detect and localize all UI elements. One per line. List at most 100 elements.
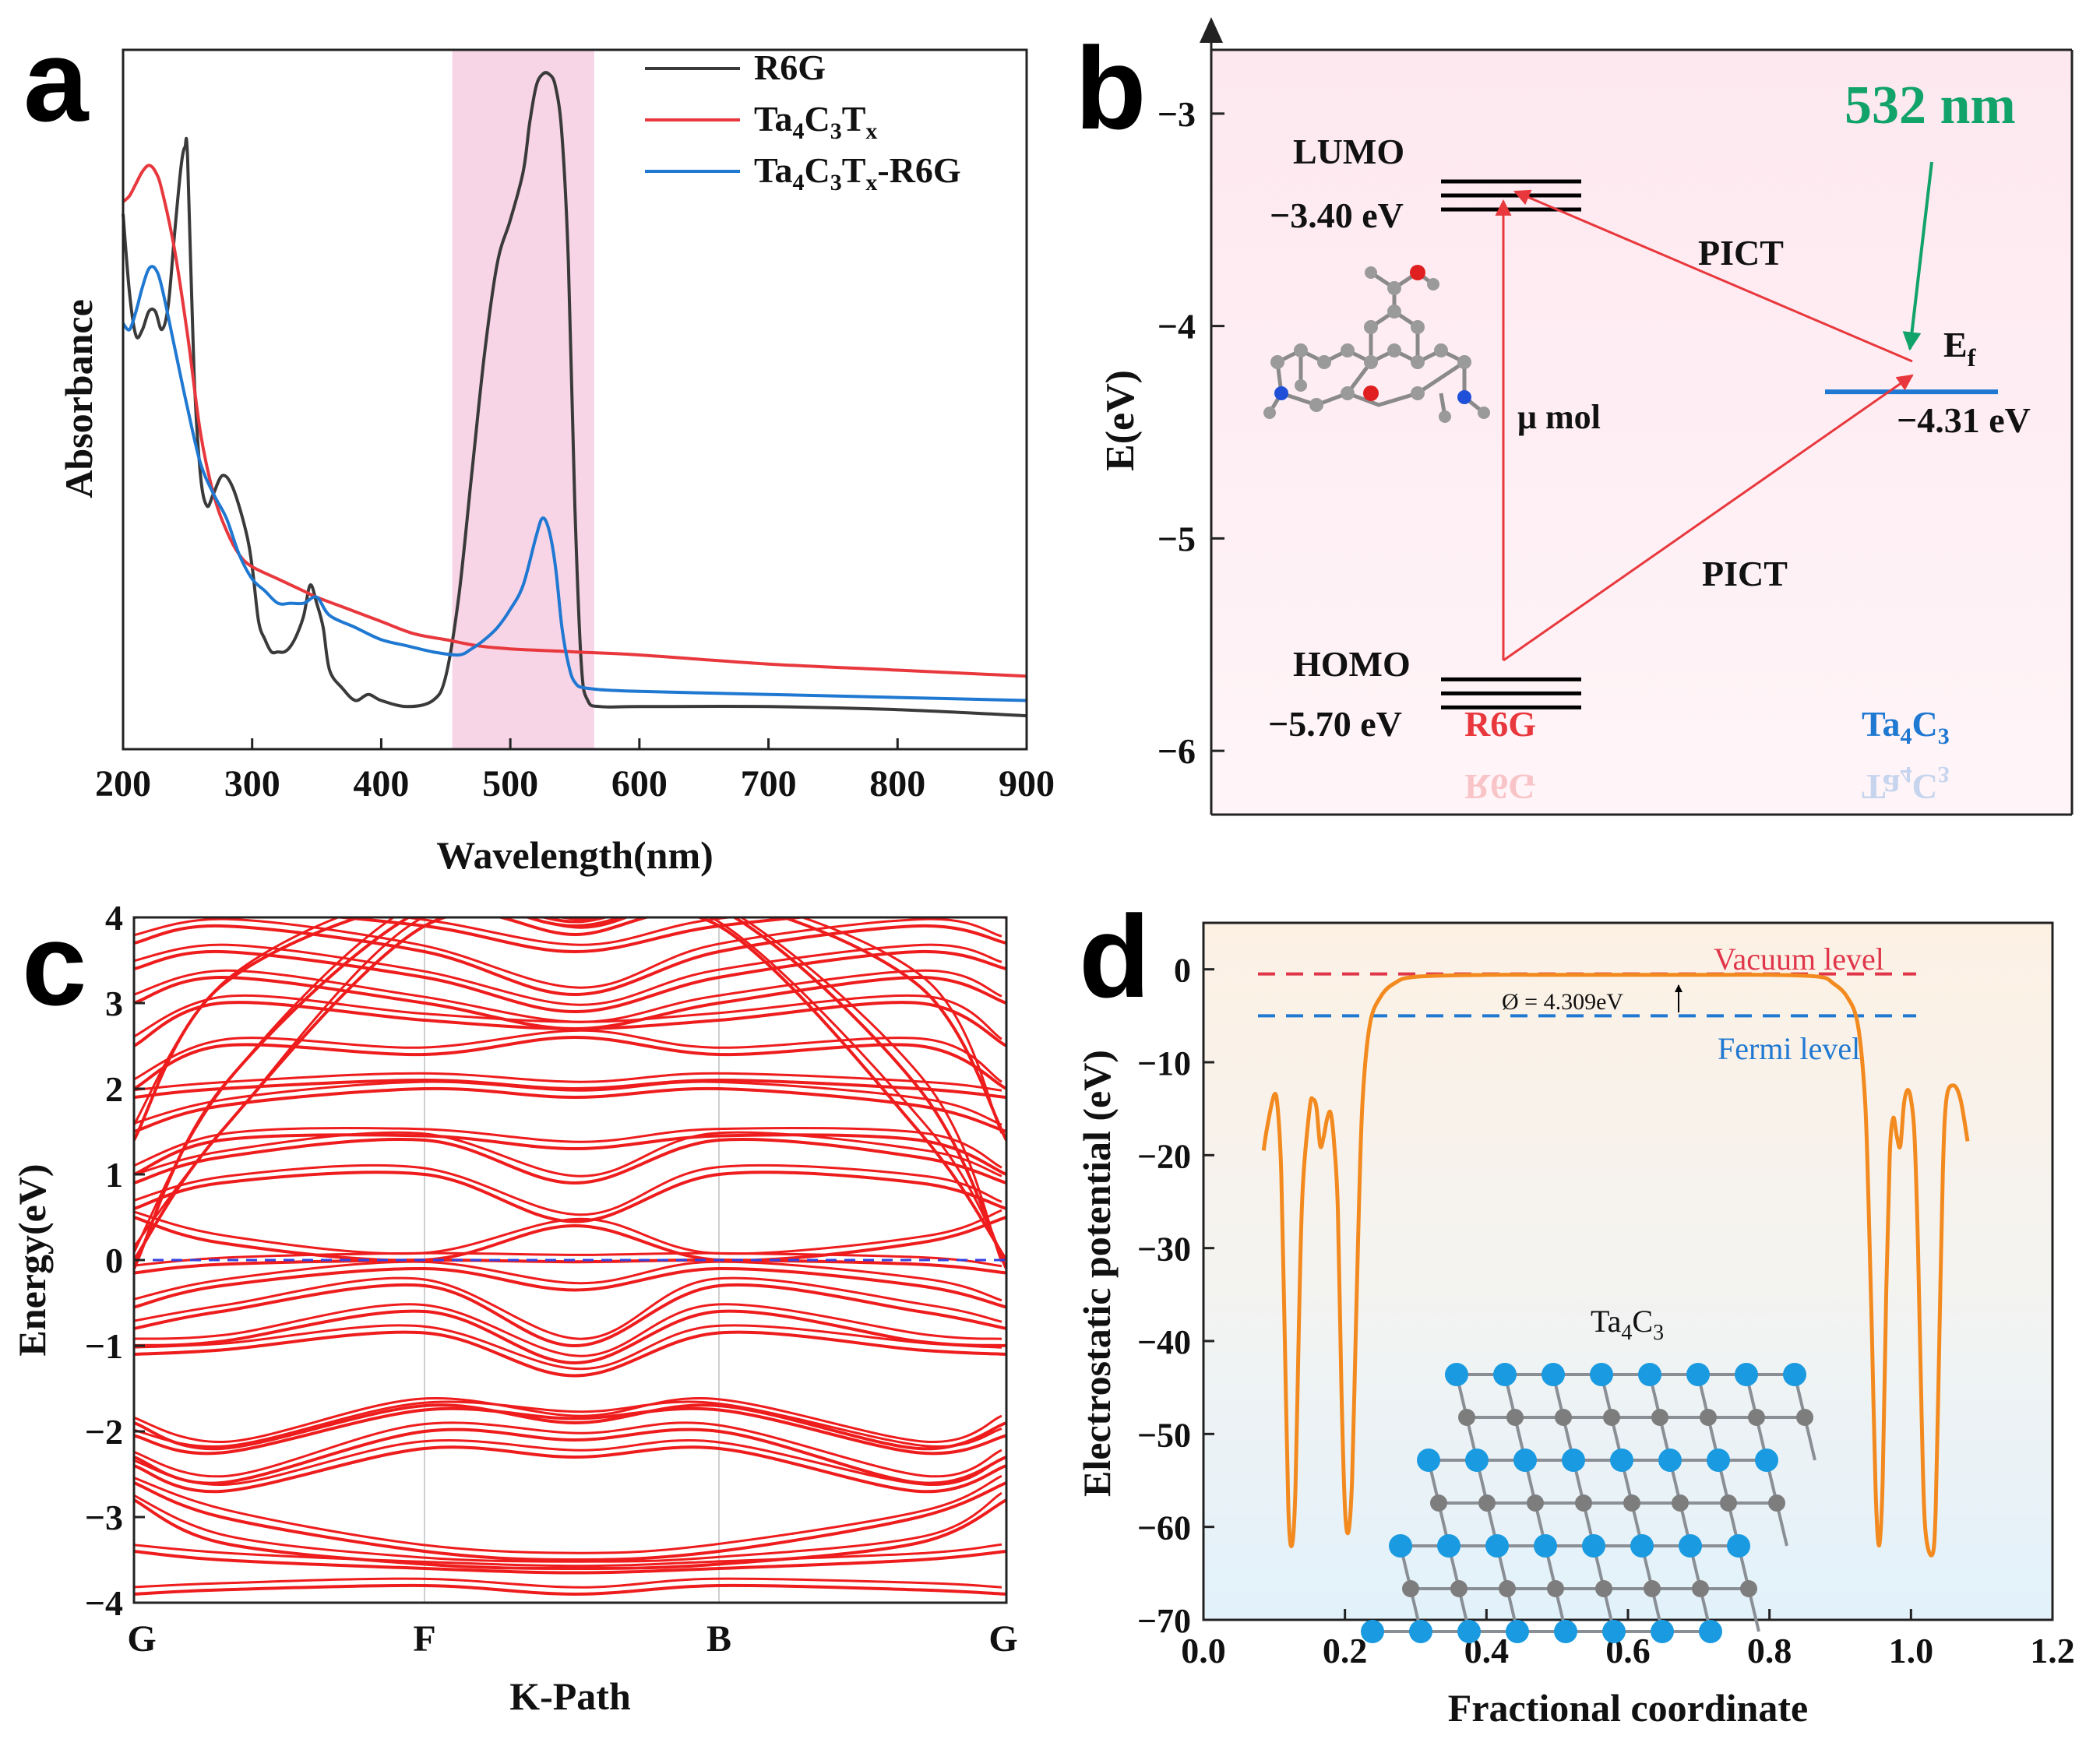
y-axis-label-a: Absorbance <box>57 299 100 498</box>
x-tick-label: 400 <box>353 763 409 804</box>
y-tick-label: 0 <box>105 1241 123 1280</box>
band-line <box>134 917 1003 1134</box>
c-atom <box>1402 1580 1419 1597</box>
c-atom <box>1644 1580 1661 1597</box>
legend-a: R6G Ta4C3Tx Ta4C3Tx-R6G <box>645 48 961 195</box>
band-clip-group <box>134 917 1006 1596</box>
x-tick-label: F <box>413 1618 435 1660</box>
x-axis-label-c: K-Path <box>509 1674 631 1718</box>
ta-atom <box>1610 1449 1633 1472</box>
x-tick-label: G <box>988 1618 1017 1660</box>
ta-atom <box>1445 1363 1468 1386</box>
band-line <box>134 917 1003 1262</box>
y-tick-label: 2 <box>105 1069 123 1109</box>
band-line <box>134 1474 1002 1554</box>
y-tick-label: −3 <box>1157 94 1196 134</box>
y-axis-label-d: Electrostatic potential (eV) <box>1075 1050 1119 1497</box>
band-line <box>134 1266 1006 1309</box>
y-tick-label: −60 <box>1137 1509 1191 1547</box>
ta-atom <box>1485 1534 1509 1558</box>
ta-atom <box>1457 1620 1481 1643</box>
y-tick-label: −10 <box>1137 1044 1191 1082</box>
y-tick-label: 1 <box>105 1155 123 1195</box>
x-tick-label: 0.8 <box>1747 1631 1792 1670</box>
ta-atom <box>1735 1363 1758 1386</box>
ta-atom <box>1590 1363 1613 1386</box>
band-line <box>134 1080 1002 1126</box>
band-line <box>134 1209 1002 1255</box>
c-atom <box>1430 1494 1447 1512</box>
band-line <box>134 1577 1002 1589</box>
c-atom <box>1623 1494 1640 1512</box>
c-atom <box>1506 1409 1524 1426</box>
band-line <box>134 1276 1002 1340</box>
y-tick-label: −1 <box>85 1326 123 1366</box>
ta-atom <box>1783 1363 1806 1386</box>
band-line <box>134 1439 1002 1486</box>
y-tick-label: −50 <box>1137 1416 1191 1454</box>
panel-a-absorbance-chart: a 200 300 400 500 600 700 800 900 Wavelength(nm… <box>23 15 1055 877</box>
ta4c3-label-reflection: Ta4C3 <box>1862 762 1950 807</box>
band-line <box>134 949 1006 1014</box>
band-line <box>134 1035 1006 1090</box>
vacuum-level-label: Vacuum level <box>1714 942 1884 977</box>
band-line <box>134 1397 1002 1443</box>
band-line <box>134 1126 1002 1169</box>
band-line <box>134 1131 1002 1178</box>
ta-atom <box>1542 1363 1565 1386</box>
y-tick-label: −70 <box>1137 1602 1191 1640</box>
band-line <box>134 1216 1006 1262</box>
band-line <box>134 1491 1002 1563</box>
band-line <box>134 1072 1002 1092</box>
band-line <box>134 1550 1006 1575</box>
x-tick-label: 300 <box>224 763 280 804</box>
c-atom <box>1700 1409 1717 1426</box>
ta-atom <box>1493 1363 1517 1386</box>
r6g-label-reflection: R6G <box>1464 767 1536 807</box>
y-tick-label: −30 <box>1137 1230 1191 1269</box>
series-line-2 <box>122 265 1027 702</box>
band-line <box>134 1137 1006 1185</box>
band-line <box>134 1251 1002 1268</box>
potential-line <box>1261 973 1970 1558</box>
panel-letter-c: c <box>22 899 86 1030</box>
c-atom <box>1595 1580 1612 1597</box>
pict-top-label: PICT <box>1698 233 1784 273</box>
laser-wavelength-label: 532 nm <box>1845 76 2016 136</box>
ta-atom <box>1630 1534 1654 1558</box>
ta-atom <box>1658 1449 1682 1472</box>
x-tick-label: 1.0 <box>1889 1631 1934 1670</box>
y-tick-label: −4 <box>1157 307 1196 347</box>
band-line <box>134 1324 1002 1371</box>
y-axis-label-c: Energy(eV) <box>10 1163 54 1356</box>
ta-atom <box>1417 1449 1440 1472</box>
c-atom <box>1555 1409 1572 1426</box>
c-atom <box>1527 1494 1544 1512</box>
x-tick-label: 0.2 <box>1323 1631 1368 1670</box>
legend-label: R6G <box>754 48 826 87</box>
ta-atom <box>1727 1534 1750 1558</box>
band-line <box>134 1543 1002 1568</box>
homo-label: HOMO <box>1293 644 1411 684</box>
fermi-label: Ef <box>1943 325 1976 371</box>
ta-atom <box>1554 1620 1577 1643</box>
ta-atom <box>1699 1620 1722 1643</box>
band-line <box>134 1086 1006 1133</box>
band-line <box>134 1163 1002 1216</box>
ta4c3-label-b: Ta4C3 <box>1862 704 1950 749</box>
band-line <box>134 1481 1006 1562</box>
panel-letter-b: b <box>1075 23 1147 153</box>
band-line <box>134 1427 1006 1485</box>
fermi-level-label-d: Fermi level <box>1718 1031 1860 1066</box>
plot-frame-a <box>122 48 1028 751</box>
legend-label: Ta4C3Tx <box>754 99 877 144</box>
band-line <box>134 924 1006 997</box>
x-tick-label: 0.0 <box>1181 1631 1226 1670</box>
pict-bottom-label: PICT <box>1702 554 1788 593</box>
x-tick-label: 500 <box>482 763 538 804</box>
panel-b-energy-diagram: b −3 −4 −5 −6 E(eV) LUMO −3.40 eV HOMO −5.7… <box>1075 17 2074 816</box>
band-lines <box>134 917 1006 1603</box>
work-function-label: Ø = 4.309eV <box>1502 989 1623 1015</box>
c-atom <box>1458 1409 1475 1426</box>
